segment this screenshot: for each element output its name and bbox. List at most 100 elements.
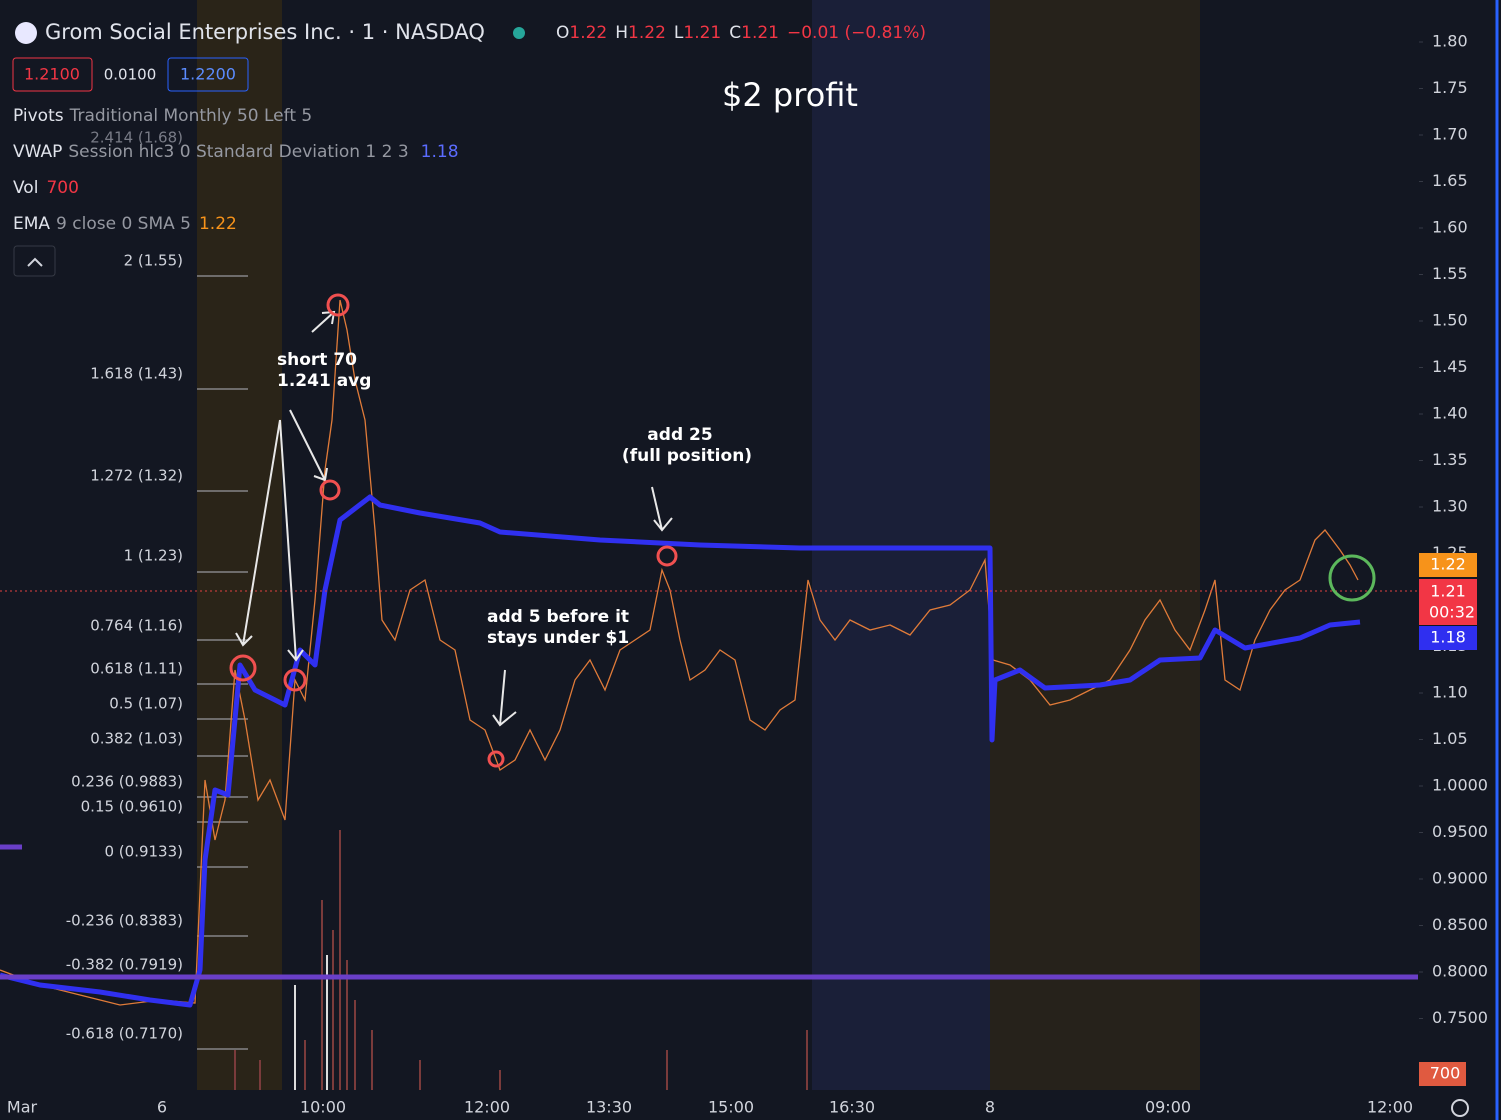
indicator-name: Pivots: [13, 106, 64, 126]
premarket-band: [197, 0, 282, 1090]
arrows: [235, 310, 673, 727]
spread: 0.0100: [104, 66, 157, 84]
price-axis: 1.80 1.75 1.70 1.65 1.60 1.55 1.50 1.45 1.40 1.35…: [1419, 32, 1488, 1027]
time-axis: Mar 6 10:00 12:00 13:30 15:00 16:30 8 09…: [7, 1098, 1413, 1117]
price-tick-label: 1.75: [1432, 78, 1468, 97]
indicator-legend: Pivots Traditional Monthly 50 Left 5 VWAP…: [13, 106, 459, 234]
indicator-params: Traditional Monthly 50 Left 5: [69, 106, 313, 126]
indicator-name: VWAP: [13, 142, 62, 162]
price-tick-label: 1.35: [1432, 450, 1468, 469]
annotation: stays under $1: [487, 628, 629, 648]
time-label: Mar: [7, 1098, 38, 1117]
indicator-params: 9 close 0 SMA 5: [56, 214, 191, 234]
time-label: 12:00: [1367, 1098, 1413, 1117]
fib-label: 0.236 (0.9883): [71, 773, 183, 791]
fib-labels: 2.414 (1.68) 2 (1.55) 1.618 (1.43) 1.272…: [66, 129, 183, 1043]
price-tick-label: 0.8500: [1432, 915, 1488, 934]
market-status: [513, 27, 525, 39]
indicator-name: Vol: [13, 178, 38, 198]
price-tick-label: 0.9000: [1432, 869, 1488, 888]
fib-label: 1 (1.23): [124, 547, 183, 565]
annotation: add 5 before it: [487, 607, 629, 627]
vwap-line: [0, 494, 1361, 1008]
time-label: 13:30: [586, 1098, 632, 1117]
vwap-badge-label: 1.18: [1430, 628, 1466, 647]
annotation: (full position): [622, 446, 752, 466]
indicator-value: 1.22: [199, 214, 237, 234]
price-tick-label: 1.65: [1432, 171, 1468, 190]
vwap-badge: [1419, 626, 1477, 650]
annotation: add 25: [647, 425, 712, 445]
ohlc-value: 1.22: [569, 23, 607, 43]
price-tick-label: 1.0000: [1432, 776, 1488, 795]
indicator: EMA 9 close 0 SMA 5 1.22: [13, 214, 237, 234]
time-label: 09:00: [1145, 1098, 1191, 1117]
fib-label: 2 (1.55): [124, 252, 183, 270]
fib-label: 0 (0.9133): [104, 843, 183, 861]
symbol: Grom Social Enterprises Inc. · 1 · NASDA…: [45, 20, 485, 44]
price-tick-label: 1.80: [1432, 32, 1468, 51]
settings-icon[interactable]: [1451, 1099, 1469, 1117]
ohlc-key: L: [674, 23, 684, 43]
fib-label: 1.618 (1.43): [90, 365, 183, 383]
price-tick-label: 1.05: [1432, 729, 1468, 748]
ask-box[interactable]: [167, 57, 249, 92]
premarket-band: [990, 0, 1200, 1090]
time-label: 10:00: [300, 1098, 346, 1117]
indicator: Vol 700: [13, 178, 79, 198]
indicator-params: Session hlc3 0 Standard Deviation 1 2 3: [68, 142, 408, 162]
fib-label: 0.618 (1.11): [90, 660, 183, 678]
indicator: VWAP Session hlc3 0 Standard Deviation 1 …: [13, 142, 459, 162]
fib-label: -0.236 (0.8383): [66, 912, 183, 930]
ohlc-value: 1.21: [741, 23, 779, 43]
countdown: 00:32: [1429, 603, 1475, 622]
collapse-button[interactable]: [13, 245, 56, 277]
ohlc-key: C: [729, 23, 741, 43]
volume-bars: [234, 830, 808, 1090]
price-tick-label: 0.7500: [1432, 1008, 1488, 1027]
time-label: 12:00: [464, 1098, 510, 1117]
exit-marker: [1328, 554, 1376, 602]
fib-label: 0.764 (1.16): [90, 617, 183, 635]
ohlc: O1.22 H1.22 L1.21 C1.21 −0.01 (−0.81%): [556, 23, 926, 43]
annotation: 1.241 avg: [277, 371, 371, 391]
price-badge: [1419, 579, 1477, 625]
volume-badge: [1419, 1062, 1466, 1086]
time-label: 8: [985, 1098, 995, 1117]
indicator-name: EMA: [13, 214, 50, 234]
indicator-value: 700: [46, 178, 78, 198]
fib-label: 0.382 (1.03): [90, 730, 183, 748]
ask[interactable]: 1.2200: [180, 65, 236, 84]
ohlc-value: 1.21: [683, 23, 721, 43]
price-badge-label: 1.21: [1430, 582, 1466, 601]
bid-box[interactable]: [12, 57, 93, 92]
bid[interactable]: 1.2100: [24, 65, 80, 84]
price-tick-label: 1.30: [1432, 497, 1468, 516]
price-tick-label: 1.40: [1432, 404, 1468, 423]
indicator-value: 1.18: [421, 142, 459, 162]
collapse-icon[interactable]: [27, 257, 43, 267]
price-tick-label: 1.55: [1432, 264, 1468, 283]
price-tick-label: 0.9500: [1432, 822, 1488, 841]
time-label: 6: [157, 1098, 167, 1117]
price-tick-label: 1.45: [1432, 357, 1468, 376]
price-tick-label: 1.60: [1432, 218, 1468, 237]
price-line: [0, 299, 1359, 1006]
fib-label: 2.414 (1.68): [90, 129, 183, 147]
price-tick-label: 1.70: [1432, 125, 1468, 144]
price-tick-label: 1.10: [1432, 683, 1468, 702]
price-tick-label: 0.8000: [1432, 962, 1488, 981]
volume-badge-label: 700: [1430, 1064, 1461, 1083]
time-label: 16:30: [829, 1098, 875, 1117]
change: −0.01 (−0.81%): [787, 23, 926, 43]
price-badges: 1.22 1.21 00:32 1.18 700: [1419, 553, 1477, 1086]
fib-label: -0.382 (0.7919): [66, 956, 183, 974]
fib-label: -0.618 (0.7170): [66, 1025, 183, 1043]
fib-label: 0.5 (1.07): [109, 695, 183, 713]
ema-badge-label: 1.22: [1430, 555, 1466, 574]
price-tick-label: 1.50: [1432, 311, 1468, 330]
fib-label: 1.272 (1.32): [90, 467, 183, 485]
ohlc-key: O: [556, 23, 569, 43]
trade-markers: [229, 293, 678, 768]
